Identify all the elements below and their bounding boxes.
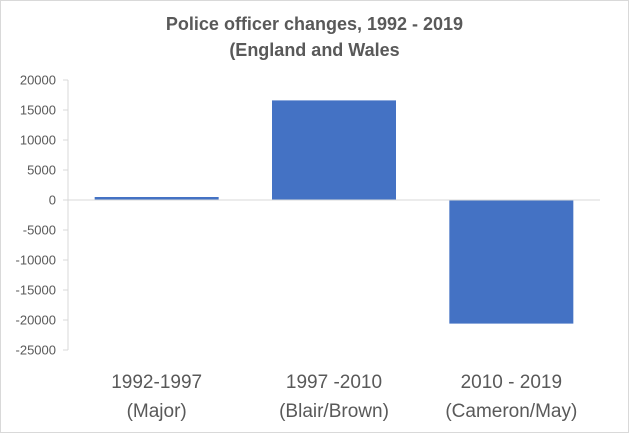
category-label-3-line2: (Cameron/May)	[445, 401, 577, 422]
y-tick-label: 0	[49, 193, 56, 208]
y-tick-label: 5000	[27, 163, 56, 178]
y-tick-label: -25000	[16, 343, 56, 358]
y-tick-label: -20000	[16, 313, 56, 328]
y-tick-label: -10000	[16, 253, 56, 268]
y-tick-label: 20000	[20, 73, 56, 88]
bar-1	[94, 197, 219, 200]
category-label-1-line1: 1992-1997	[111, 372, 202, 393]
chart-title-line1: Police officer changes, 1992 - 2019	[165, 14, 464, 34]
y-tick-label: 10000	[20, 133, 56, 148]
category-label-3-line1: 2010 - 2019	[461, 372, 562, 393]
chart-title-line2: (England and Wales	[229, 40, 400, 60]
category-label-1-line2: (Major)	[127, 401, 187, 422]
bar-3	[449, 200, 574, 324]
bar-2	[272, 100, 396, 200]
y-tick-label: 15000	[20, 103, 56, 118]
category-label-2-line1: 1997 -2010	[286, 372, 382, 393]
category-label-2-line2: (Blair/Brown)	[279, 401, 389, 422]
y-tick-label: -15000	[16, 283, 56, 298]
y-tick-label: -5000	[23, 223, 56, 238]
